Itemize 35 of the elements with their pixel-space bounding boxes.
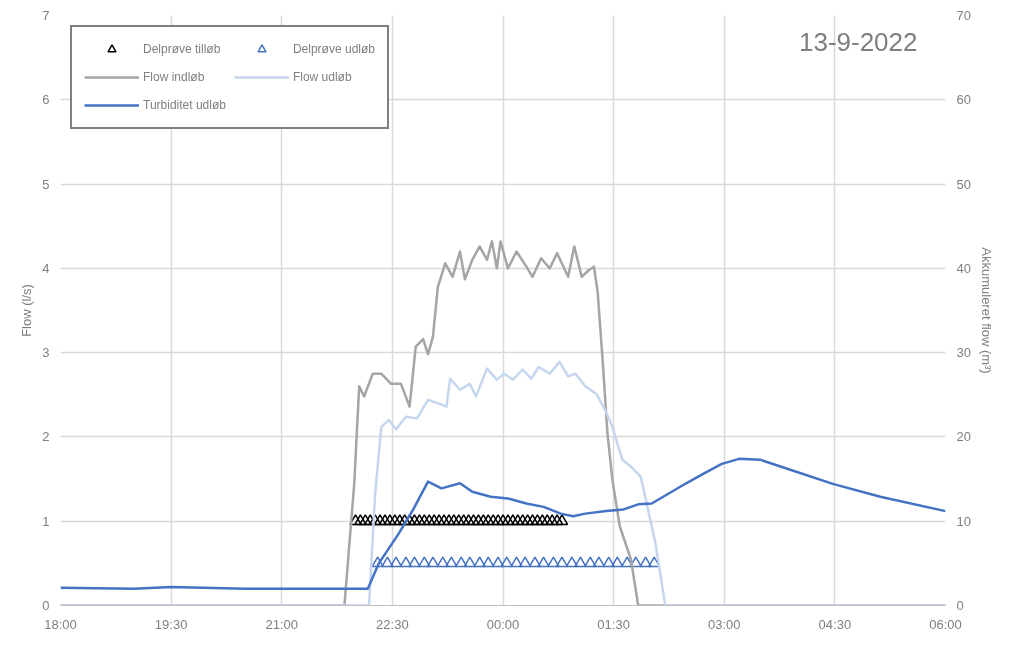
y-tick-label: 6 <box>42 92 50 108</box>
y-tick-label: 4 <box>42 260 50 276</box>
y2-tick-label: 70 <box>956 8 971 23</box>
y-axis-title: Flow (l/s) <box>19 284 35 337</box>
x-tick-label: 19:30 <box>154 616 188 632</box>
y2-axis-title: Akkumuleret flow (m³) <box>978 247 994 374</box>
legend-label: Flow udløb <box>292 70 352 84</box>
legend-label: Delprøve udløb <box>292 42 375 56</box>
x-tick-label: 01:30 <box>597 616 630 632</box>
line-series <box>60 360 946 606</box>
y-tick-label: 0 <box>42 598 50 613</box>
annotation: 13-9-2022 <box>798 26 918 57</box>
y2-tick-label: 40 <box>956 260 971 276</box>
y2-tick-label: 30 <box>956 345 971 361</box>
y2-tick-label: 10 <box>956 513 971 529</box>
y2-tick-label: 50 <box>956 176 971 192</box>
y-tick-label: 3 <box>42 345 50 361</box>
legend-label: Turbiditet udløb <box>143 98 226 112</box>
y-tick-label: 7 <box>42 8 50 23</box>
y2-tick-label: 0 <box>956 598 964 613</box>
x-tick-label: 18:00 <box>44 616 77 632</box>
x-tick-label: 21:00 <box>265 616 299 632</box>
x-tick-label: 06:00 <box>929 616 962 632</box>
x-tick-label: 04:30 <box>818 616 852 632</box>
y-tick-label: 5 <box>42 176 50 192</box>
x-tick-label: 22:30 <box>376 616 409 632</box>
y-tick-label: 2 <box>42 429 50 445</box>
y-tick-label: 1 <box>42 513 50 529</box>
x-tick-label: 00:00 <box>486 616 520 632</box>
legend-label: Delprøve tilløb <box>143 42 221 56</box>
y2-tick-label: 20 <box>956 429 971 445</box>
legend-label: Flow indløb <box>143 70 205 84</box>
line-series <box>60 457 946 590</box>
x-tick-label: 03:00 <box>707 616 741 632</box>
y2-tick-label: 60 <box>956 92 971 108</box>
